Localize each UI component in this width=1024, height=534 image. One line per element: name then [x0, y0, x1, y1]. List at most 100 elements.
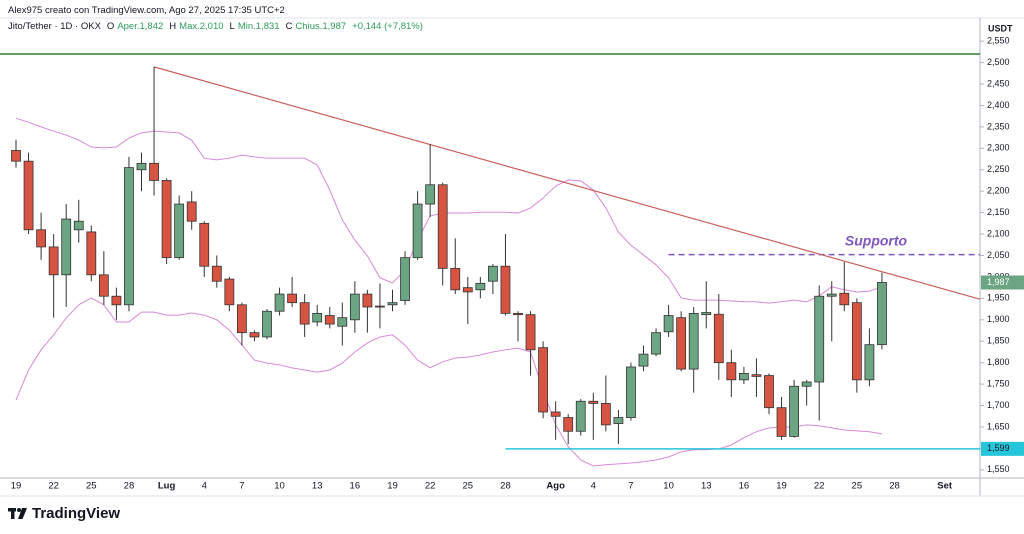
candle-body	[73, 220, 84, 231]
x-tick-label: 16	[739, 481, 750, 492]
candle-body	[801, 381, 812, 387]
last-price-label: 1,987	[987, 277, 1010, 287]
x-tick-label: 19	[11, 481, 22, 492]
candle-body	[349, 293, 360, 321]
y-tick-label: 2,350	[987, 121, 1010, 131]
y-tick-label: 1,700	[987, 400, 1010, 410]
y-tick-label: 2,550	[987, 36, 1010, 46]
x-tick-label: 22	[48, 481, 59, 492]
candle-body	[500, 265, 511, 314]
y-tick-label: 1,850	[987, 336, 1010, 346]
ohlc-key: C	[285, 21, 293, 32]
candle-body	[262, 310, 272, 338]
candle-body	[814, 295, 825, 383]
candle-body	[186, 201, 197, 222]
candle-body	[739, 372, 749, 381]
y-tick-label: 1,900	[987, 314, 1010, 324]
y-tick-label: 2,400	[987, 100, 1010, 110]
candle-body	[375, 305, 385, 308]
candle-body	[98, 274, 109, 297]
symbol: Jito/Tether · 1D · OKX	[8, 21, 101, 32]
x-tick-label: 25	[86, 481, 97, 492]
candle-body	[287, 293, 298, 304]
candle-body	[362, 293, 373, 308]
x-tick-label: Lug	[158, 481, 176, 492]
candle-body	[538, 347, 548, 413]
x-tick-label: 10	[663, 481, 674, 492]
trend-line	[153, 66, 980, 300]
candle-body	[124, 167, 134, 306]
candle-body	[563, 417, 574, 432]
candle-body	[199, 222, 210, 267]
x-tick-label: 28	[889, 481, 900, 492]
plot	[0, 53, 980, 467]
last-price-box	[981, 275, 1024, 290]
price-label: 1,599	[987, 443, 1010, 453]
change: +0,144 (+7,81%)	[352, 21, 423, 32]
y-tick-label: 2,250	[987, 164, 1010, 174]
candle-body	[626, 366, 636, 418]
y-tick-label: 2,450	[987, 78, 1010, 88]
candle-body	[149, 162, 159, 181]
y-tick-label: 2,200	[987, 186, 1010, 196]
candle-body	[789, 385, 799, 437]
candle-body	[663, 315, 674, 333]
candle-body	[224, 278, 235, 306]
ohlc: O Aper.1,842 H Max.2,010 L Min.1,831 C Chius.1,…	[101, 21, 346, 32]
y-tick-label: 1,950	[987, 293, 1010, 303]
candle-body	[412, 203, 423, 259]
ohlc-key: H	[169, 21, 177, 32]
candle-body	[437, 184, 448, 269]
candle-body	[701, 312, 712, 316]
ohlc-value: Min.1,831	[237, 21, 280, 32]
candle-body	[864, 344, 875, 381]
candle-body	[475, 282, 486, 291]
x-tick-label: 16	[350, 481, 361, 492]
x-tick-label: 13	[701, 481, 712, 492]
y-tick-label: 1,550	[987, 464, 1010, 474]
x-tick-label: 4	[591, 481, 596, 492]
candle-body	[487, 265, 498, 282]
x-tick-label: 4	[202, 481, 207, 492]
candle-body	[387, 302, 398, 306]
x-tick-label: 13	[312, 481, 323, 492]
candle-body	[211, 265, 222, 282]
x-tick-label: 7	[239, 481, 244, 492]
candle-body	[48, 246, 59, 276]
candle-body	[61, 218, 72, 276]
candle-body	[651, 332, 661, 355]
candle-body	[613, 417, 624, 424]
candle-body	[877, 282, 887, 346]
ohlc-value: Chius.1,987	[295, 21, 347, 32]
candle-body	[337, 317, 348, 327]
x-tick-label: 10	[274, 481, 285, 492]
x-tick-label: Set	[937, 481, 953, 492]
x-tick-label: 22	[814, 481, 825, 492]
candle-body	[111, 295, 122, 306]
candle-body	[638, 353, 649, 367]
candle-body	[575, 400, 586, 432]
author-line: Alex975 creato con TradingView.com, Ago …	[8, 5, 285, 16]
x-tick-label: 7	[628, 481, 633, 492]
candle-body	[550, 411, 561, 417]
candle-body	[161, 180, 172, 259]
x-tick-label: 28	[500, 481, 511, 492]
candle-body	[726, 362, 737, 381]
x-tick-label: 22	[425, 481, 436, 492]
ohlc-key: L	[229, 21, 235, 32]
candle-body	[324, 315, 335, 325]
header: Alex975 creato con TradingView.com, Ago …	[8, 3, 423, 35]
candle-body	[312, 312, 323, 323]
y-tick-label: 2,150	[987, 207, 1010, 217]
x-tick-label: Ago	[546, 481, 565, 492]
candle-body	[425, 184, 436, 205]
candle-body	[839, 292, 850, 306]
y-tick-label: 2,050	[987, 250, 1010, 260]
candle-body	[23, 160, 34, 231]
y-tick-label: 2,300	[987, 143, 1010, 153]
candle-body	[136, 162, 147, 171]
line-annotation: Supporto	[845, 232, 908, 248]
price-label-box	[981, 441, 1024, 456]
